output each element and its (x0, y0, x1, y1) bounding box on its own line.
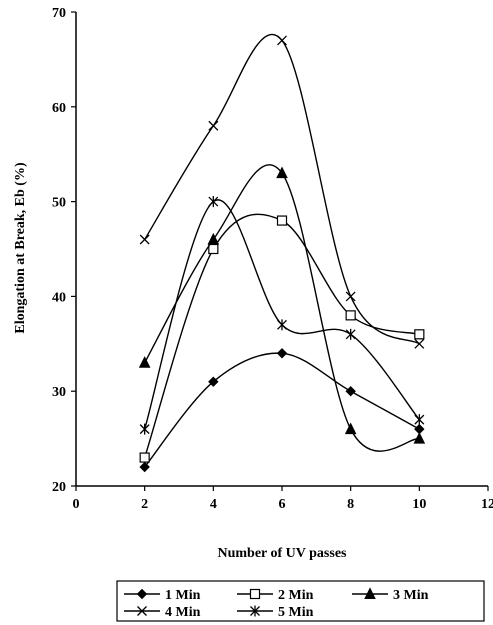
data-point (208, 196, 219, 208)
legend-label: 2 Min (278, 588, 314, 603)
x-tick-label: 8 (347, 497, 354, 512)
data-point (277, 319, 287, 331)
legend-marker (137, 606, 147, 616)
data-point (139, 452, 150, 463)
y-tick-label: 40 (52, 290, 66, 305)
data-point (345, 385, 356, 397)
x-tick-label: 2 (141, 497, 148, 512)
data-point (138, 356, 151, 368)
data-point (413, 431, 426, 444)
data-point (414, 329, 425, 340)
series-line (144, 213, 420, 458)
legend-marker (250, 605, 260, 617)
series-line (144, 164, 420, 452)
series-layer (138, 33, 426, 473)
x-tick-label: 10 (412, 497, 426, 512)
legend-label: 4 Min (165, 605, 201, 620)
series-line (143, 199, 420, 430)
data-point (208, 120, 219, 131)
data-point (208, 376, 219, 387)
series-line (144, 33, 420, 345)
data-point (414, 338, 425, 349)
legend-entry: 4 Min (124, 605, 201, 620)
y-tick-label: 70 (52, 6, 66, 21)
y-axis-title: Elongation at Break, Eb (%) (13, 162, 28, 334)
legend-box (116, 580, 485, 622)
legend: 1 Min 2 Min 3 Min 4 Min 5 Min (116, 580, 485, 622)
legend-marker (136, 588, 148, 600)
legend-entry: 2 Min (237, 588, 314, 603)
x-tick-label: 4 (210, 497, 217, 512)
tick-labels: 20 30 40 50 60 70 0 2 4 6 8 10 12 (52, 6, 493, 512)
data-point (344, 422, 357, 435)
legend-entry: 5 Min (237, 605, 314, 620)
data-point (139, 234, 150, 245)
data-point (208, 243, 219, 255)
data-point (414, 414, 425, 426)
x-tick-label: 12 (481, 497, 493, 512)
x-tick-label: 6 (279, 497, 286, 512)
series-5 (139, 196, 425, 435)
y-tick-label: 20 (52, 480, 66, 495)
data-point (276, 166, 288, 179)
series-4 (139, 33, 425, 349)
data-point (139, 461, 150, 473)
y-tick-label: 50 (52, 196, 66, 211)
data-point (345, 291, 356, 302)
series-3 (138, 164, 426, 452)
legend-entry: 3 Min (352, 587, 429, 603)
data-point (276, 215, 288, 226)
series-2 (139, 213, 425, 463)
x-tick-label: 0 (73, 497, 80, 512)
data-point (139, 423, 150, 435)
x-axis-title: Number of UV passes (218, 546, 348, 561)
data-point (207, 232, 220, 245)
data-point (345, 328, 356, 340)
y-tick-label: 30 (52, 385, 66, 400)
legend-marker (364, 587, 376, 599)
legend-label: 5 Min (278, 605, 314, 620)
legend-label: 1 Min (165, 588, 201, 603)
legend-marker (249, 588, 261, 600)
series-line (144, 352, 420, 468)
legend-entry: 1 Min (124, 588, 201, 603)
chart-axes (71, 11, 489, 491)
data-point (276, 348, 288, 359)
data-point (345, 310, 356, 321)
y-tick-label: 60 (52, 101, 66, 116)
data-point (277, 35, 287, 46)
legend-label: 3 Min (393, 588, 429, 603)
